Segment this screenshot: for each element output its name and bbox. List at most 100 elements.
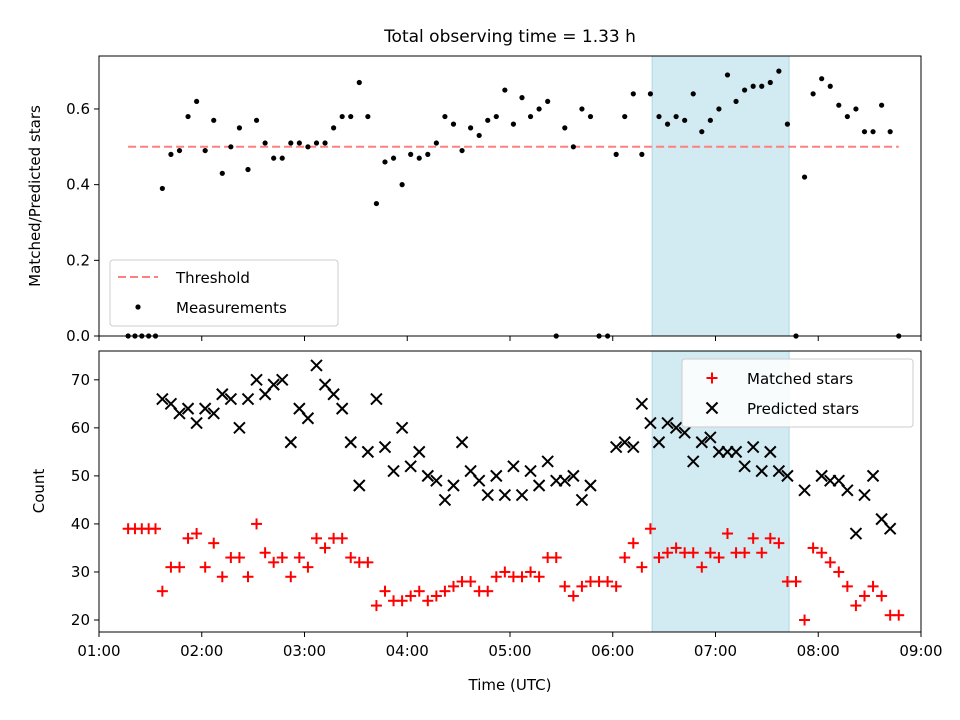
predicted-stars-point <box>772 464 786 478</box>
predicted-stars-point-b <box>207 407 220 420</box>
predicted-stars-point <box>190 416 203 430</box>
y-tick-label: 0.2 <box>66 251 90 269</box>
predicted-stars-point <box>532 479 546 492</box>
measurements-point <box>853 106 859 112</box>
measurements-point <box>373 200 380 207</box>
predicted-stars-point-b <box>490 469 503 483</box>
matched-stars-point <box>370 600 382 612</box>
predicted-stars-point-b <box>575 493 589 507</box>
measurements-point <box>305 144 311 150</box>
predicted-stars-point-b <box>395 421 409 435</box>
predicted-stars-point-b <box>276 373 289 387</box>
predicted-stars-point <box>207 407 220 420</box>
matched-stars-point <box>576 580 588 592</box>
bottom-legend: Matched stars Predicted stars <box>681 358 914 428</box>
predicted-stars-point-b <box>815 469 828 483</box>
top-y-axis-label: Matched/Predicted stars <box>26 105 44 287</box>
matched-stars-point <box>747 532 759 544</box>
predicted-stars-point-b <box>584 479 597 492</box>
y-tick-label: 20 <box>71 611 90 629</box>
predicted-stars-point-b <box>241 392 255 406</box>
measurements-point <box>545 98 551 105</box>
predicted-stars-point <box>558 474 572 487</box>
measurements-point <box>502 87 508 93</box>
predicted-stars-point <box>224 392 238 406</box>
predicted-stars-point-b <box>849 527 863 540</box>
predicted-stars-point <box>181 402 195 415</box>
y-tick-label: 0.0 <box>66 327 90 345</box>
bottom-axes-ticks: 01:00 02:00 03:00 04:00 05:00 06:00 07:00 08:00… <box>71 371 943 660</box>
top-axes-frame <box>98 55 922 337</box>
matched-stars-point <box>499 566 511 578</box>
matched-stars-point <box>713 552 725 564</box>
predicted-stars-point-b <box>841 484 854 497</box>
measurements-point <box>159 185 165 192</box>
measurements-point <box>699 129 705 135</box>
measurements-point <box>356 79 362 86</box>
matched-stars-point <box>191 528 203 540</box>
measurements-point <box>784 121 791 127</box>
shaded-observing-window <box>651 55 790 337</box>
measurements-point <box>459 147 465 154</box>
predicted-stars-point-b <box>481 488 494 502</box>
y-tick-label: 60 <box>71 419 90 437</box>
x-tick-label: 04:00 <box>386 642 429 660</box>
x-tick-label: 07:00 <box>694 642 737 660</box>
matched-stars-point <box>302 561 314 573</box>
y-tick-label: 0.6 <box>66 100 90 118</box>
predicted-stars-point <box>541 455 554 468</box>
predicted-stars-point-b <box>464 464 477 478</box>
predicted-stars-point-b <box>772 464 786 478</box>
predicted-stars-point <box>729 445 743 459</box>
bottom-axes-frame <box>98 350 922 633</box>
measurements-point <box>228 144 234 150</box>
y-tick-label: 50 <box>71 467 90 485</box>
measurements-point <box>707 117 713 123</box>
predicted-stars-point <box>883 522 897 535</box>
predicted-stars-point-b <box>738 460 751 473</box>
predicted-stars-point-b <box>267 378 280 391</box>
predicted-stars-point <box>515 488 529 502</box>
x-tick-label: 08:00 <box>797 642 840 660</box>
measurements-point <box>656 113 662 120</box>
measurements-point <box>879 102 885 108</box>
matched-stars-point <box>550 552 562 564</box>
legend-predicted-label: Predicted stars <box>747 400 859 418</box>
measurements-point <box>245 166 251 173</box>
legend-predicted-swatch <box>705 401 719 415</box>
predicted-stars-point <box>276 373 289 387</box>
predicted-stars-point <box>507 460 520 473</box>
predicted-stars-point <box>335 402 349 415</box>
predicted-stars-point <box>618 436 631 449</box>
predicted-stars-point <box>404 460 417 473</box>
predicted-stars-point <box>609 440 623 454</box>
legend-box <box>681 358 914 428</box>
y-tick-label: 0.4 <box>66 176 90 194</box>
x-tick-label: 06:00 <box>591 642 634 660</box>
measurements-point <box>519 95 525 101</box>
x-tick-label: 09:00 <box>899 642 942 660</box>
matched-stars-point <box>876 590 888 602</box>
predicted-stars-point <box>421 469 435 483</box>
predicted-stars-point <box>438 493 452 507</box>
predicted-stars-point-b <box>644 416 657 430</box>
matched-stars-point <box>739 547 751 559</box>
predicted-stars-point <box>370 392 383 406</box>
predicted-stars-point <box>858 488 871 502</box>
matched-stars-point <box>799 614 811 626</box>
legend-measurements-swatch <box>135 304 141 310</box>
matched-stars-point <box>696 561 708 573</box>
measurements-point <box>562 125 568 131</box>
matched-stars-point <box>525 566 537 578</box>
legend-measurements-label: Measurements <box>176 299 287 317</box>
matched-stars-point <box>687 547 699 559</box>
predicted-stars-point-b <box>507 460 520 473</box>
predicted-stars-point <box>233 421 246 435</box>
predicted-stars-point-b <box>447 479 460 492</box>
y-tick-label: 70 <box>71 371 90 389</box>
predicted-stars-point-b <box>378 440 392 454</box>
measurements-point <box>408 151 414 157</box>
predicted-stars-point-b <box>858 488 871 502</box>
top-shaded-region <box>651 55 790 337</box>
matched-stars-point <box>756 547 768 559</box>
